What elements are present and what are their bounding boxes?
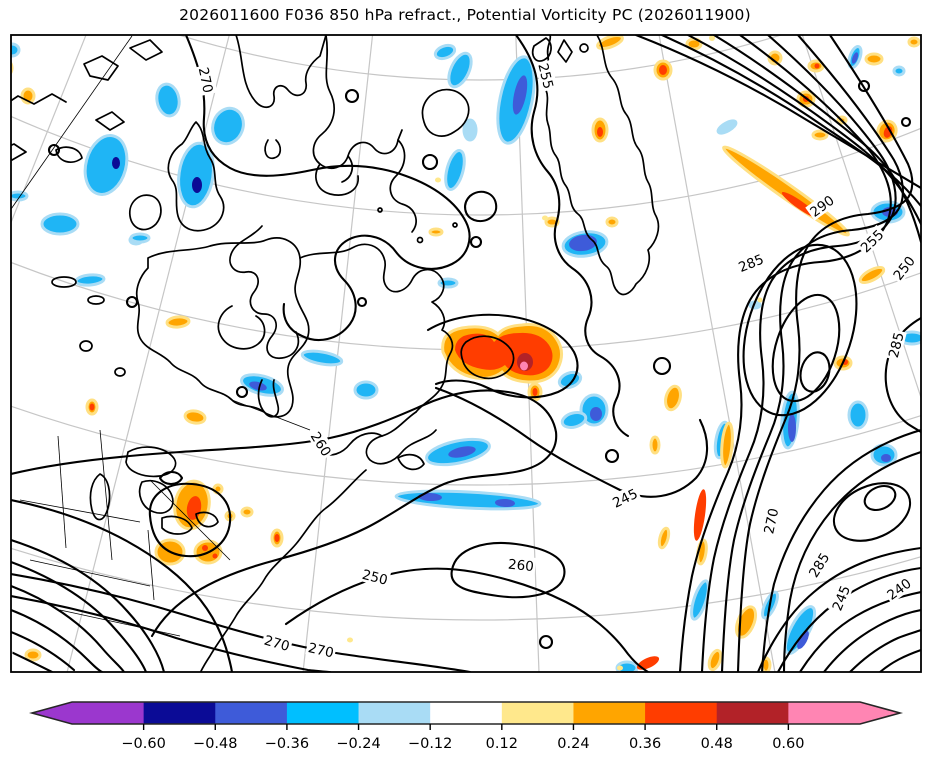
svg-text:285: 285 <box>886 331 908 360</box>
svg-text:270: 270 <box>306 640 335 661</box>
colorbar-segment <box>573 702 646 724</box>
contour-label: 260 <box>307 427 336 461</box>
colorbar-segment <box>358 702 431 724</box>
colorbar-segment <box>645 702 718 724</box>
pv-fill-patches <box>11 35 921 672</box>
svg-text:270: 270 <box>195 66 216 95</box>
contour-label: 260 <box>505 555 537 575</box>
colorbar-tick-label: −0.24 <box>336 736 380 752</box>
colorbar: −0.60 −0.48 −0.36 −0.24 −0.12 0.12 0.24 0.36 0.4… <box>28 701 904 752</box>
svg-text:270: 270 <box>761 507 782 536</box>
contour-label: 250 <box>888 251 919 285</box>
contour-label: 250 <box>359 565 392 589</box>
contour-label: 245 <box>827 581 854 615</box>
colorbar-segment <box>501 702 575 724</box>
svg-text:275: 275 <box>0 644 11 662</box>
colorbar-tick-label: 0.24 <box>557 736 589 752</box>
svg-text:260: 260 <box>507 556 534 575</box>
contour-label: 255 <box>534 59 558 92</box>
colorbar-segment <box>72 702 145 724</box>
colorbar-tick-label: 0.36 <box>629 736 661 752</box>
contour-label: 285 <box>734 249 768 276</box>
colorbar-outline <box>28 701 904 725</box>
colorbar-tick-label: 0.48 <box>701 736 733 752</box>
colorbar-segment <box>716 702 789 724</box>
svg-text:250: 250 <box>360 567 389 589</box>
map-frame <box>10 34 922 673</box>
colorbar-segment <box>215 702 288 724</box>
contour-lines <box>11 35 921 672</box>
colorbar-segment <box>788 702 861 724</box>
colorbar-segment <box>430 702 503 724</box>
contour-label: 270 <box>195 64 218 96</box>
state-borders <box>11 35 311 637</box>
page-title: 2026011600 F036 850 hPa refract., Potent… <box>179 6 751 24</box>
contour-label: 285 <box>804 548 833 582</box>
contour-label: 270 <box>759 505 782 537</box>
colorbar-under-arrow <box>32 702 72 724</box>
colorbar-segment <box>286 702 360 724</box>
contour-label: 240 <box>882 573 916 604</box>
colorbar-over-arrow <box>860 702 900 724</box>
svg-text:270: 270 <box>262 633 291 655</box>
contour-label: 285 <box>884 328 908 361</box>
colorbar-tick-label: −0.48 <box>193 736 237 752</box>
contour-label: 245 <box>608 484 642 512</box>
contour-label: 270 <box>260 630 294 655</box>
coastlines <box>11 35 660 672</box>
contour-label: 270 <box>305 638 338 661</box>
colorbar-tick-label: 0.60 <box>772 736 804 752</box>
colorbar-segment <box>143 702 216 724</box>
colorbar-tick-label: −0.36 <box>265 736 309 752</box>
svg-text:255: 255 <box>534 62 556 91</box>
contour-label: 255 <box>855 224 888 257</box>
colorbar-tick-label: −0.12 <box>408 736 452 752</box>
colorbar-tick-label: −0.60 <box>121 736 165 752</box>
colorbar-tick-label: 0.12 <box>486 736 518 752</box>
